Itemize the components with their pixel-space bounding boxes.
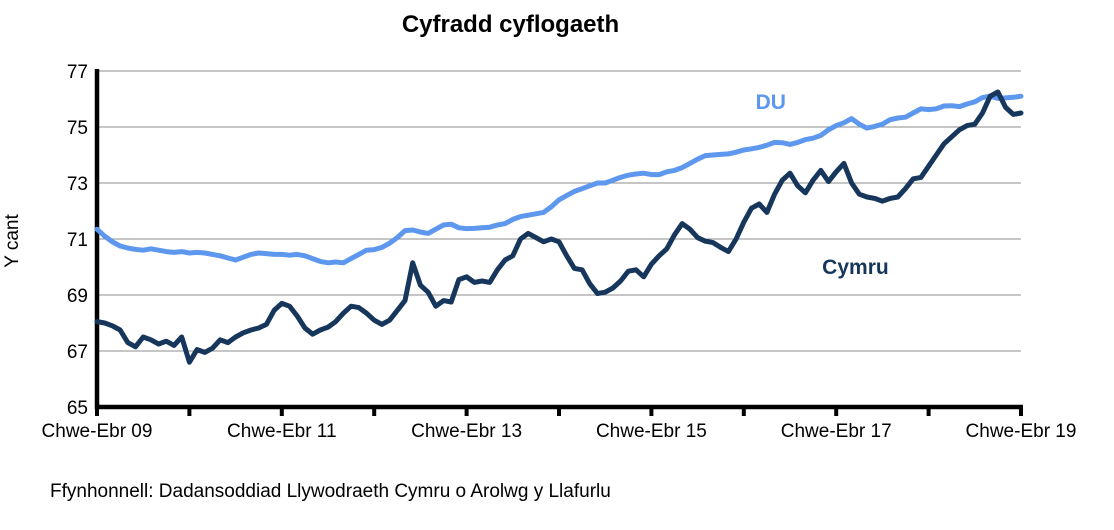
x-tick-label: Chwe-Ebr 17 bbox=[781, 421, 892, 442]
chart-title: Cyfradd cyflogaeth bbox=[401, 11, 620, 38]
y-tick-label: 69 bbox=[67, 286, 88, 307]
x-tick-label: Chwe-Ebr 15 bbox=[596, 421, 707, 442]
y-tick-label: 65 bbox=[67, 398, 88, 419]
du-line bbox=[94, 93, 1024, 266]
source-note: Ffynhonnell: Dadansoddiad Llywodraeth Cy… bbox=[50, 481, 611, 502]
y-tick-label: 67 bbox=[67, 342, 88, 363]
cymru-series-label: Cymru bbox=[822, 256, 889, 279]
cymru-line bbox=[94, 89, 1024, 365]
x-tick-label: Chwe-Ebr 13 bbox=[411, 421, 522, 442]
x-tick-label: Chwe-Ebr 19 bbox=[966, 421, 1077, 442]
y-tick-label: 73 bbox=[67, 174, 88, 195]
y-tick-label: 77 bbox=[67, 62, 88, 83]
du-series-label: DU bbox=[756, 91, 786, 114]
x-tick-label: Chwe-Ebr 09 bbox=[42, 421, 153, 442]
x-tick-label: Chwe-Ebr 11 bbox=[227, 421, 336, 442]
y-tick-label: 75 bbox=[67, 118, 88, 139]
y-tick-label: 71 bbox=[67, 230, 88, 251]
